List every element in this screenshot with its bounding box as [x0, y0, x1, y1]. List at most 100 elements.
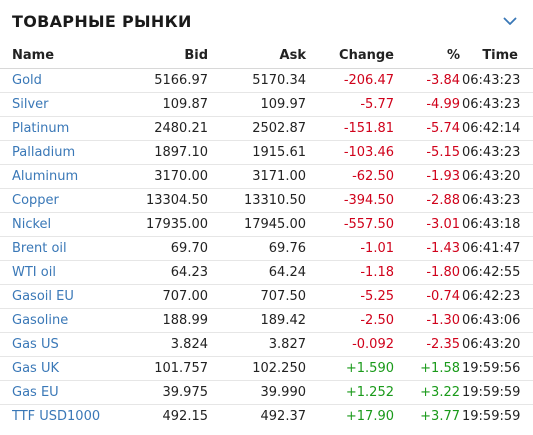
quote-time: 19:59:59 — [462, 380, 533, 405]
column-header-ask: Ask — [214, 42, 308, 69]
table-row[interactable]: WTI oil 64.23 64.24 -1.18 -1.80 06:42:55 — [0, 260, 533, 285]
instrument-link[interactable]: Gasoline — [12, 313, 69, 328]
instrument-name[interactable]: Palladium — [0, 140, 110, 165]
ask-value: 69.76 — [214, 236, 308, 261]
ask-value: 707.50 — [214, 284, 308, 309]
change-value: +1.252 — [308, 380, 398, 405]
instrument-name[interactable]: Gasoil EU — [0, 284, 110, 309]
instrument-name[interactable]: Gas US — [0, 332, 110, 357]
chevron-down-icon[interactable] — [501, 12, 519, 30]
percent-change-value: -0.74 — [398, 284, 462, 309]
bid-value: 707.00 — [110, 284, 214, 309]
quote-time: 06:42:14 — [462, 116, 533, 141]
bid-value: 5166.97 — [110, 68, 214, 93]
instrument-link[interactable]: Nickel — [12, 217, 52, 232]
bid-value: 3170.00 — [110, 164, 214, 189]
column-header-percent: % — [398, 42, 462, 69]
column-header-change: Change — [308, 42, 398, 69]
ask-value: 13310.50 — [214, 188, 308, 213]
bid-value: 39.975 — [110, 380, 214, 405]
instrument-link[interactable]: Gas UK — [12, 361, 59, 376]
table-row[interactable]: Platinum 2480.21 2502.87 -151.81 -5.74 06:42:… — [0, 116, 533, 141]
instrument-name[interactable]: Gasoline — [0, 308, 110, 333]
instrument-name[interactable]: TTF USD1000 — [0, 405, 110, 429]
percent-change-value: +1.58 — [398, 356, 462, 381]
ask-value: 5170.34 — [214, 68, 308, 93]
instrument-name[interactable]: Gas UK — [0, 356, 110, 381]
quote-time: 06:43:18 — [462, 212, 533, 237]
table-row[interactable]: Silver 109.87 109.97 -5.77 -4.99 06:43:23 — [0, 92, 533, 117]
widget-title: ТОВАРНЫЕ РЫНКИ — [12, 11, 192, 31]
change-value: +1.590 — [308, 356, 398, 381]
bid-value: 492.15 — [162, 409, 209, 424]
column-header-name: Name — [0, 42, 110, 69]
percent-change-value: +3.22 — [398, 380, 462, 405]
instrument-name[interactable]: Platinum — [0, 116, 110, 141]
percent-change-value: -1.43 — [398, 236, 462, 261]
instrument-link[interactable]: Gold — [12, 73, 42, 88]
widget-header: ТОВАРНЫЕ РЫНКИ — [0, 0, 533, 42]
column-header-bid: Bid — [110, 42, 214, 69]
instrument-link[interactable]: Copper — [12, 193, 59, 208]
instrument-name[interactable]: Copper — [0, 188, 110, 213]
ask-value: 189.42 — [214, 308, 308, 333]
instrument-name[interactable]: Gold — [0, 68, 110, 93]
ask-value: 39.990 — [214, 380, 308, 405]
bid-value: 17935.00 — [110, 212, 214, 237]
table-row[interactable]: Aluminum 3170.00 3171.00 -62.50 -1.93 06:43:2… — [0, 164, 533, 189]
instrument-name[interactable]: Aluminum — [0, 164, 110, 189]
instrument-name[interactable]: Brent oil — [0, 236, 110, 261]
table-row[interactable]: Gas UK 101.757 102.250 +1.590 +1.58 19:59:56 — [0, 356, 533, 381]
instrument-link[interactable]: Gas US — [12, 337, 59, 352]
percent-change-value: -5.15 — [398, 140, 462, 165]
instrument-name[interactable]: Silver — [0, 92, 110, 117]
percent-change-value: -3.01 — [398, 212, 462, 237]
percent-change-value: -2.88 — [398, 188, 462, 213]
instrument-name[interactable]: Nickel — [0, 212, 110, 237]
instrument-link[interactable]: Gas EU — [12, 385, 59, 400]
instrument-link[interactable]: Gasoil EU — [12, 289, 74, 304]
change-value: -206.47 — [308, 68, 398, 93]
bid-value: 13304.50 — [110, 188, 214, 213]
instrument-link[interactable]: Platinum — [12, 121, 70, 136]
instrument-link[interactable]: Silver — [12, 97, 49, 112]
percent-change-value: -1.80 — [398, 260, 462, 285]
instrument-link[interactable]: Palladium — [12, 145, 76, 160]
percent-change-value: -2.35 — [398, 332, 462, 357]
table-row[interactable]: Brent oil 69.70 69.76 -1.01 -1.43 06:41:47 — [0, 236, 533, 261]
table-row[interactable]: Palladium 1897.10 1915.61 -103.46 -5.15 06:43… — [0, 140, 533, 165]
table-row[interactable]: Copper 13304.50 13310.50 -394.50 -2.88 06:43:… — [0, 188, 533, 213]
instrument-name[interactable]: Gas EU — [0, 380, 110, 405]
instrument-link[interactable]: Aluminum — [12, 169, 79, 184]
change-value: -1.18 — [308, 260, 398, 285]
ask-value: 1915.61 — [214, 140, 308, 165]
quotes-table: Name Bid Ask Change % Time Gold 5166.97 51… — [0, 42, 533, 428]
table-row[interactable]: Gasoil EU 707.00 707.50 -5.25 -0.74 06:42:23 — [0, 284, 533, 309]
quote-time: 19:59:59 — [462, 409, 521, 424]
table-row[interactable]: Gas US 3.824 3.827 -0.092 -2.35 06:43:20 — [0, 332, 533, 357]
ask-value: 3.827 — [214, 332, 308, 357]
table-row[interactable]: TTF USD1000 492.15 492.37 +17.90 +3.77 19:59:… — [0, 405, 533, 429]
percent-change-value: -1.30 — [398, 308, 462, 333]
table-row[interactable]: Gold 5166.97 5170.34 -206.47 -3.84 06:43:23 — [0, 68, 533, 93]
change-value: -151.81 — [308, 116, 398, 141]
bid-value: 1897.10 — [110, 140, 214, 165]
percent-change-value: +3.77 — [420, 409, 460, 424]
table-row[interactable]: Nickel 17935.00 17945.00 -557.50 -3.01 06:43:… — [0, 212, 533, 237]
change-value: -1.01 — [308, 236, 398, 261]
quote-time: 06:43:06 — [462, 308, 533, 333]
table-row[interactable]: Gasoline 188.99 189.42 -2.50 -1.30 06:43:06 — [0, 308, 533, 333]
instrument-link[interactable]: WTI oil — [12, 265, 56, 280]
percent-change-value: -4.99 — [398, 92, 462, 117]
percent-change-value: -5.74 — [398, 116, 462, 141]
bid-value: 101.757 — [110, 356, 214, 381]
instrument-link[interactable]: TTF USD1000 — [12, 409, 101, 424]
table-row[interactable]: Gas EU 39.975 39.990 +1.252 +3.22 19:59:59 — [0, 380, 533, 405]
quote-time: 06:42:23 — [462, 284, 533, 309]
change-value: -2.50 — [308, 308, 398, 333]
bid-value: 64.23 — [110, 260, 214, 285]
ask-value: 3171.00 — [214, 164, 308, 189]
instrument-link[interactable]: Brent oil — [12, 241, 67, 256]
instrument-name[interactable]: WTI oil — [0, 260, 110, 285]
